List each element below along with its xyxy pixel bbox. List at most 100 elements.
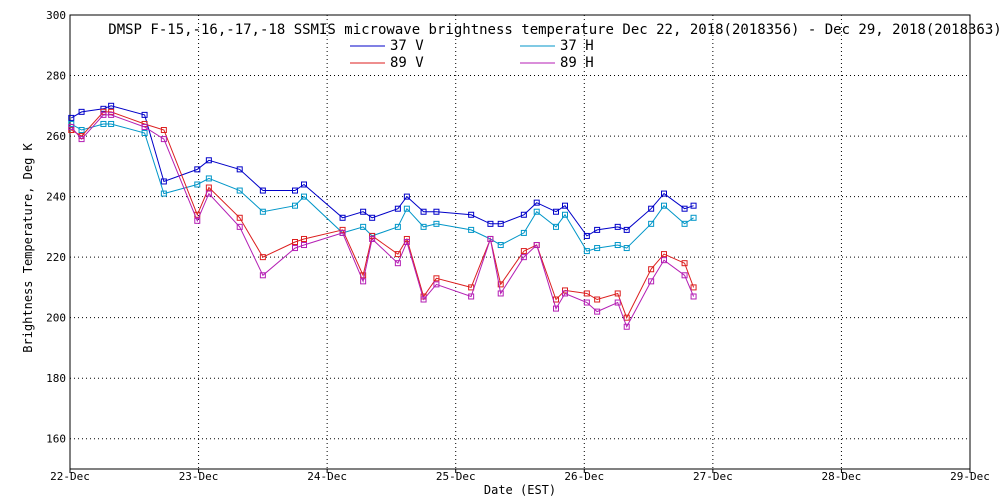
data-point (160, 190, 167, 197)
data-point (520, 248, 527, 255)
data-point (520, 254, 527, 261)
data-point (369, 235, 376, 242)
data-point (497, 290, 504, 297)
data-point (78, 127, 85, 134)
data-point (108, 120, 115, 127)
x-tick-label: 24-Dec (307, 470, 347, 483)
data-point (583, 299, 590, 306)
y-tick-label: 260 (46, 130, 66, 143)
data-point (553, 305, 559, 312)
data-point (301, 193, 307, 200)
data-point (614, 299, 621, 306)
data-point (420, 296, 427, 303)
data-point (533, 199, 540, 206)
legend-label: 89 V (390, 55, 424, 71)
data-point (487, 235, 494, 242)
data-point (292, 239, 298, 245)
data-point (236, 214, 243, 221)
series-line (71, 123, 694, 252)
x-tick-label: 29-Dec (950, 470, 990, 483)
series-37-h (68, 120, 697, 255)
data-point (205, 190, 212, 197)
grid-layer (70, 15, 970, 469)
series-89-v (68, 108, 697, 321)
data-point (301, 235, 307, 242)
data-point (681, 220, 688, 227)
data-point (497, 220, 504, 227)
data-point (681, 260, 688, 267)
data-point (533, 242, 540, 249)
data-point (661, 251, 667, 258)
data-point (690, 202, 697, 209)
x-tick-label: 25-Dec (436, 470, 476, 483)
data-point (160, 178, 167, 185)
data-point (623, 245, 630, 252)
data-point (292, 202, 298, 209)
data-point (141, 123, 148, 130)
data-point (108, 111, 115, 118)
data-point (623, 323, 630, 330)
data-point (205, 184, 212, 191)
data-point (78, 136, 85, 143)
data-point (394, 205, 401, 212)
data-point (468, 293, 475, 300)
data-point (236, 166, 243, 173)
y-tick-label: 200 (46, 312, 66, 325)
x-axis-label: Date (EST) (484, 483, 556, 497)
y-tick-label: 240 (46, 191, 66, 204)
data-point (403, 239, 410, 245)
legend-label: 37 H (560, 38, 594, 54)
y-tick-label: 300 (46, 9, 66, 22)
data-point (681, 205, 688, 212)
data-point (433, 208, 440, 215)
data-point (661, 257, 667, 264)
series-line (70, 114, 695, 328)
data-point (394, 223, 401, 230)
data-point (520, 211, 527, 218)
data-point (68, 120, 75, 127)
data-point (594, 245, 601, 252)
data-point (259, 187, 266, 194)
data-point (420, 208, 427, 215)
data-point (661, 190, 667, 197)
data-point (259, 272, 266, 279)
y-tick-label: 180 (46, 372, 66, 385)
data-point (623, 314, 630, 321)
data-point (681, 272, 688, 279)
series-line (71, 111, 695, 319)
data-point (403, 205, 410, 212)
data-point (594, 296, 601, 303)
data-point (623, 226, 630, 233)
y-tick-label: 220 (46, 251, 66, 264)
data-point (520, 229, 527, 236)
data-point (614, 223, 621, 230)
series-89-h (68, 111, 697, 330)
data-point (292, 245, 298, 252)
data-point (583, 232, 590, 239)
data-point (648, 266, 655, 273)
legend-item: 37 H (520, 38, 594, 54)
y-axis-label: Brightness Temperature, Deg K (21, 142, 35, 352)
y-tick-label: 280 (46, 70, 66, 83)
data-point (562, 287, 568, 294)
data-point (433, 281, 440, 288)
data-point (68, 123, 75, 130)
data-point (205, 157, 212, 164)
x-tick-label: 28-Dec (822, 470, 862, 483)
data-point (301, 181, 307, 188)
data-point (533, 208, 540, 215)
data-point (433, 220, 440, 227)
data-point (141, 130, 148, 137)
data-point (420, 223, 427, 230)
data-point (562, 290, 568, 297)
data-point (360, 208, 367, 215)
data-point (160, 136, 167, 143)
data-point (339, 229, 346, 236)
data-point (553, 208, 559, 215)
data-point (468, 211, 475, 218)
legend-item: 89 V (350, 55, 424, 71)
series-line (71, 105, 694, 237)
data-point (108, 108, 115, 115)
